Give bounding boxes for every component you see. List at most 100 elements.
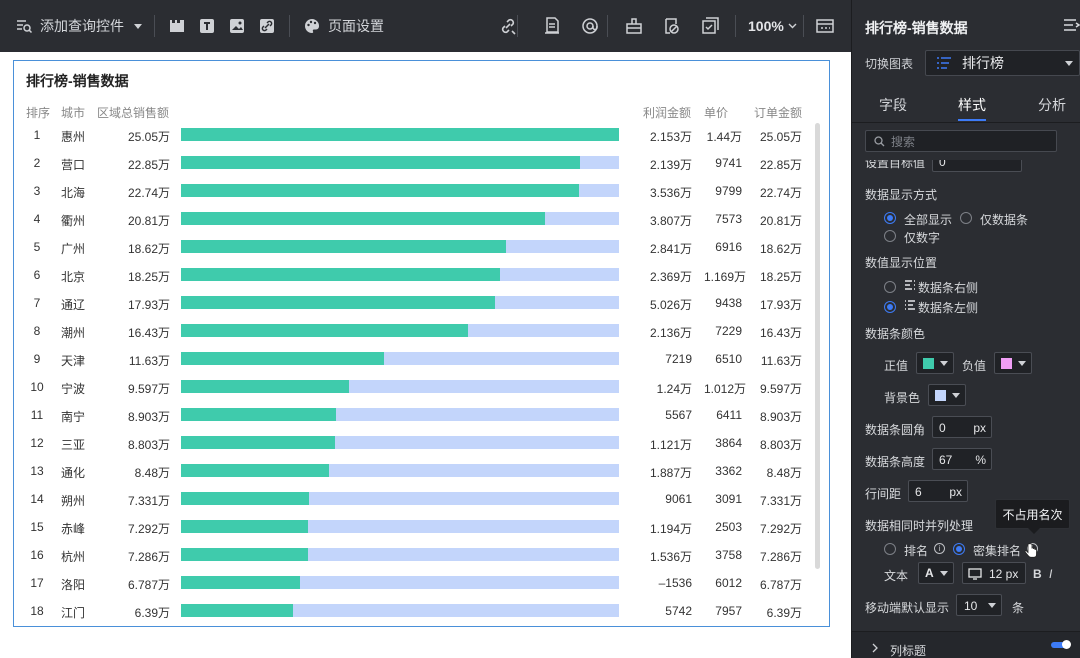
order-amount-cell: 22.74万 — [759, 186, 802, 200]
search-input[interactable]: 搜索 — [865, 130, 1057, 152]
positive-color-swatch — [923, 358, 934, 369]
table-row[interactable]: 14 朔州 7.331万 9061 3091 7.331万 — [14, 485, 814, 513]
background-color-picker[interactable] — [928, 384, 966, 406]
radio-value-right[interactable] — [884, 281, 896, 293]
unit-price-cell: 9438 — [715, 296, 742, 310]
order-amount-cell: 7.292万 — [759, 522, 802, 536]
italic-toggle[interactable]: I — [1049, 567, 1053, 581]
table-row[interactable]: 11 南宁 8.903万 5567 6411 8.903万 — [14, 401, 814, 429]
bar-radius-value: 0 — [939, 421, 946, 435]
mobile-default-select[interactable]: 10 — [956, 594, 1002, 616]
table-row[interactable]: 16 杭州 7.286万 1.536万 3758 7.286万 — [14, 541, 814, 569]
radio-rank[interactable] — [884, 543, 896, 555]
profit-cell: 5.026万 — [649, 298, 692, 312]
monitor-icon — [968, 568, 982, 580]
radio-display-all[interactable] — [884, 212, 896, 224]
checklist-icon[interactable] — [700, 16, 720, 36]
tab-style[interactable]: 样式 — [958, 97, 986, 113]
link-chain-icon[interactable] — [498, 16, 518, 36]
link-control-icon[interactable] — [257, 16, 277, 36]
bar-fill — [181, 520, 309, 533]
vertical-scrollbar[interactable] — [815, 123, 820, 569]
unit-price-cell: 1.44万 — [706, 130, 742, 144]
total-sales-cell: 22.85万 — [127, 158, 170, 172]
row-spacing-input[interactable]: 6 px — [908, 480, 968, 502]
rank-cell: 15 — [30, 520, 44, 534]
page-settings-button[interactable]: 页面设置 — [302, 0, 384, 52]
city-cell: 天津 — [61, 354, 86, 368]
target-value-input[interactable]: 0 — [932, 160, 1022, 172]
table-row[interactable]: 10 宁波 9.597万 1.24万 1.012万 9.597万 — [14, 373, 814, 401]
email-subscribe-icon[interactable] — [580, 16, 600, 36]
toolbar-divider — [735, 15, 736, 37]
header-city: 城市 — [61, 106, 86, 120]
component-icon[interactable] — [624, 16, 644, 36]
table-row[interactable]: 2 营口 22.85万 2.139万 9741 22.85万 — [14, 149, 814, 177]
city-cell: 杭州 — [61, 550, 86, 564]
radio-value-left[interactable] — [884, 301, 896, 313]
rank-cell: 9 — [33, 352, 41, 366]
bold-toggle[interactable]: B — [1033, 567, 1042, 581]
font-color-picker[interactable]: A — [918, 562, 954, 584]
table-row[interactable]: 5 广州 18.62万 2.841万 6916 18.62万 — [14, 233, 814, 261]
text-control-icon[interactable] — [197, 16, 217, 36]
profit-cell: 5567 — [665, 408, 692, 422]
table-row[interactable]: 7 通辽 17.93万 5.026万 9438 17.93万 — [14, 289, 814, 317]
switch-chart-dropdown[interactable]: 排行榜 — [925, 50, 1080, 76]
table-row[interactable]: 6 北京 18.25万 2.369万 1.169万 18.25万 — [14, 261, 814, 289]
table-row[interactable]: 8 潮州 16.43万 2.136万 7229 16.43万 — [14, 317, 814, 345]
total-sales-cell: 7.286万 — [127, 550, 170, 564]
tab-fields[interactable]: 字段 — [879, 97, 907, 113]
rank-label: 排名 — [904, 544, 929, 558]
rank-cell: 10 — [30, 380, 44, 394]
tab-control-icon[interactable] — [167, 16, 187, 36]
radio-number-only[interactable] — [884, 230, 896, 242]
info-icon[interactable]: i — [934, 543, 945, 554]
table-row[interactable]: 9 天津 11.63万 7219 6510 11.63万 — [14, 345, 814, 373]
hide-preview-icon[interactable] — [662, 16, 682, 36]
bar-track — [181, 436, 619, 449]
unit-price-cell: 7573 — [715, 212, 742, 226]
city-cell: 洛阳 — [61, 578, 86, 592]
bar-fill — [181, 324, 469, 337]
radio-bar-only[interactable] — [960, 212, 972, 224]
bar-height-input[interactable]: 67 % — [932, 448, 992, 470]
zoom-dropdown[interactable]: 100% — [748, 18, 797, 34]
column-title-toggle[interactable] — [1051, 640, 1071, 649]
total-sales-cell: 18.62万 — [127, 242, 170, 256]
collapse-panel-icon[interactable] — [1062, 17, 1080, 36]
table-row[interactable]: 1 惠州 25.05万 2.153万 1.44万 25.05万 — [14, 121, 814, 149]
layout-icon[interactable] — [815, 16, 835, 36]
add-query-control-button[interactable]: 添加查询控件 — [14, 0, 142, 52]
rank-cell: 13 — [30, 464, 44, 478]
order-amount-cell: 18.62万 — [759, 242, 802, 256]
negative-color-picker[interactable] — [994, 352, 1032, 374]
image-control-icon[interactable] — [227, 16, 247, 36]
table-row[interactable]: 18 江门 6.39万 5742 7957 6.39万 — [14, 597, 814, 625]
bar-fill — [181, 240, 507, 253]
unit-price-cell: 6012 — [715, 576, 742, 590]
table-row[interactable]: 4 衢州 20.81万 3.807万 7573 20.81万 — [14, 205, 814, 233]
table-row[interactable]: 17 洛阳 6.787万 –1536 6012 6.787万 — [14, 569, 814, 597]
positive-color-picker[interactable] — [916, 352, 954, 374]
radio-dense-rank[interactable] — [953, 543, 965, 555]
column-title-section[interactable]: 列标题 — [852, 631, 1080, 658]
table-row[interactable]: 3 北海 22.74万 3.536万 9799 22.74万 — [14, 177, 814, 205]
bar-radius-input[interactable]: 0 px — [932, 416, 992, 438]
tab-analysis[interactable]: 分析 — [1038, 97, 1066, 113]
report-icon[interactable] — [542, 16, 562, 36]
unit-price-cell: 3758 — [715, 548, 742, 562]
total-sales-cell: 11.63万 — [128, 354, 170, 368]
tabs-divider — [852, 122, 1080, 123]
font-size-input[interactable]: 12 px — [962, 562, 1026, 584]
mobile-default-value: 10 — [964, 599, 978, 613]
table-row[interactable]: 15 赤峰 7.292万 1.194万 2503 7.292万 — [14, 513, 814, 541]
total-sales-cell: 20.81万 — [127, 214, 170, 228]
table-row[interactable]: 13 通化 8.48万 1.887万 3362 8.48万 — [14, 457, 814, 485]
order-amount-cell: 22.85万 — [759, 158, 802, 172]
ranking-chart-card[interactable]: 排行榜-销售数据 排序 城市 区域总销售额 利润金额 单价 订单金额 1 惠州 25… — [13, 60, 830, 627]
bar-track — [181, 184, 619, 197]
table-row[interactable]: 12 三亚 8.803万 1.121万 3864 8.803万 — [14, 429, 814, 457]
total-sales-cell: 16.43万 — [127, 326, 170, 340]
